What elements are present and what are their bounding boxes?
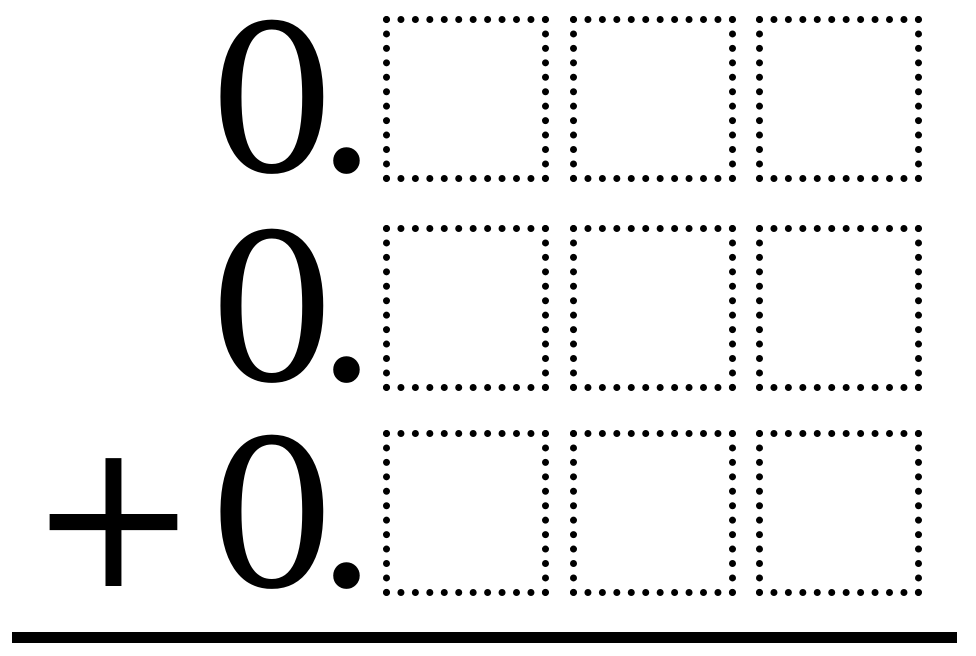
addend-1-integer: 0 [207, 0, 337, 220]
addend-2-decimal-point: . [314, 192, 379, 429]
addend-1-digit-box-3[interactable] [756, 16, 922, 182]
addend-2-integer: 0 [207, 192, 337, 429]
addend-3-digit-box-2[interactable] [570, 430, 736, 596]
addend-3-digit-box-1[interactable] [383, 430, 549, 596]
addend-3-decimal-point: . [314, 398, 379, 635]
addend-3-digit-box-3[interactable] [756, 430, 922, 596]
sum-line [12, 632, 957, 643]
addend-1-decimal-point: . [314, 0, 379, 220]
addend-2-digit-box-3[interactable] [756, 225, 922, 391]
addend-3-integer: 0 [207, 398, 337, 635]
plus-operator: + [28, 398, 199, 635]
addend-1-digit-box-1[interactable] [383, 16, 549, 182]
addend-2-digit-box-1[interactable] [383, 225, 549, 391]
addend-2-digit-box-2[interactable] [570, 225, 736, 391]
addend-1-digit-box-2[interactable] [570, 16, 736, 182]
